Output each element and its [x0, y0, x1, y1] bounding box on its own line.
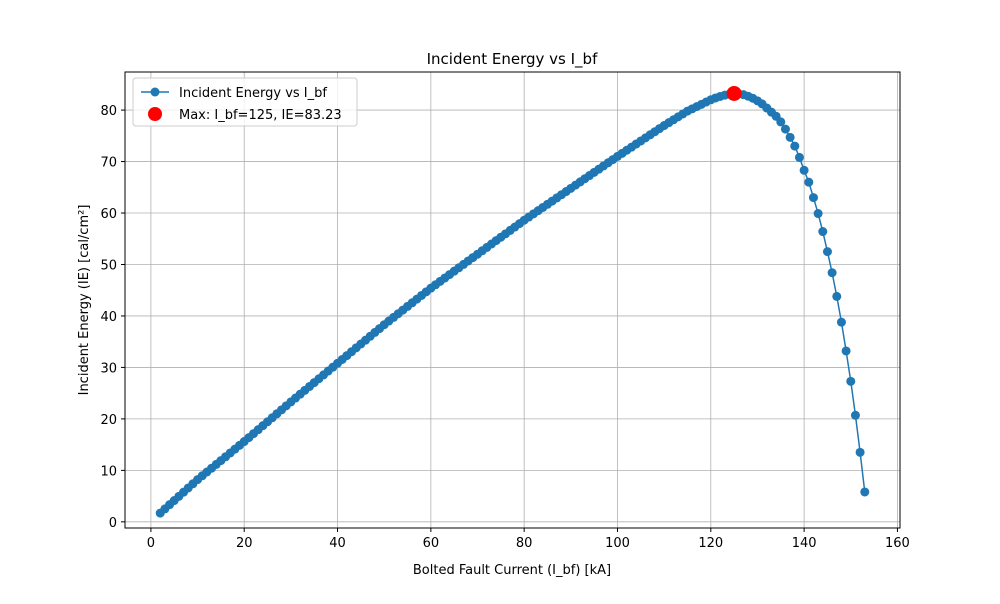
data-point: [776, 117, 786, 127]
y-tick-label: 40: [100, 310, 117, 325]
x-tick-label: 40: [329, 536, 346, 551]
data-point: [855, 447, 865, 457]
data-point: [841, 346, 851, 356]
legend-box: [132, 77, 358, 127]
x-tick-label: 20: [236, 536, 253, 551]
data-point: [836, 317, 846, 327]
plot-frame: [124, 71, 901, 529]
x-tick-label: 160: [885, 536, 910, 551]
x-tick-label: 80: [516, 536, 533, 551]
data-point: [818, 227, 828, 237]
legend-marker: [148, 107, 162, 121]
x-tick-label: 60: [423, 536, 440, 551]
y-tick-label: 60: [100, 207, 117, 222]
y-tick-label: 30: [100, 361, 117, 376]
data-point: [832, 291, 842, 301]
x-tick-label: 100: [605, 536, 630, 551]
data-point: [804, 177, 814, 187]
y-tick-label: 10: [100, 464, 117, 479]
y-tick-label: 0: [109, 516, 117, 531]
legend-label: Max: I_bf=125, IE=83.23: [179, 108, 342, 123]
series-line: [159, 92, 866, 514]
legend-label: Incident Energy vs I_bf: [179, 86, 327, 101]
data-point: [785, 132, 795, 142]
y-tick-label: 80: [100, 104, 117, 119]
y-axis-label: Incident Energy (IE) [cal/cm²]: [77, 205, 92, 396]
data-point: [780, 124, 790, 134]
y-tick-label: 20: [100, 413, 117, 428]
x-tick-label: 0: [147, 536, 155, 551]
x-tick-label: 140: [792, 536, 817, 551]
x-tick-label: 120: [698, 536, 723, 551]
data-point: [860, 487, 870, 497]
chart-title: Incident Energy vs I_bf: [427, 50, 598, 69]
data-point: [827, 268, 837, 278]
data-point: [794, 152, 804, 162]
data-point: [790, 141, 800, 151]
y-tick-label: 70: [100, 156, 117, 171]
data-point: [846, 376, 856, 386]
data-point: [813, 209, 823, 219]
data-point: [850, 410, 860, 420]
legend-marker: [150, 87, 160, 97]
y-tick-label: 50: [100, 258, 117, 273]
x-axis-label: Bolted Fault Current (I_bf) [kA]: [413, 563, 611, 578]
data-point: [799, 165, 809, 175]
data-point: [822, 247, 832, 257]
data-point: [726, 85, 742, 101]
data-point: [808, 193, 818, 203]
